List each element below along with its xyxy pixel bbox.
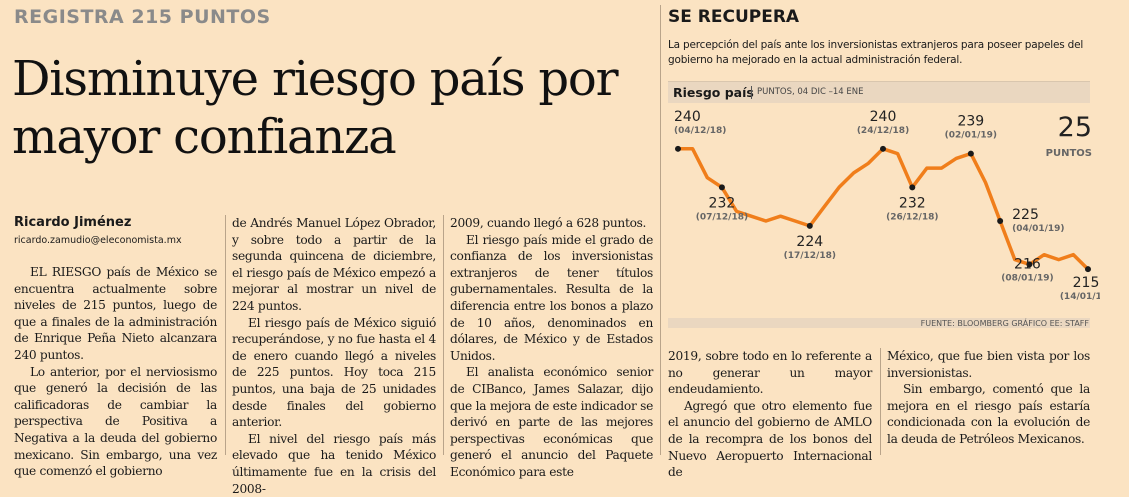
data-point-marker xyxy=(718,184,725,191)
graphic-units: PUNTOS, 04 DIC –14 ENE xyxy=(757,87,864,97)
paragraph: Sin embargo, comentó que la mejora en el… xyxy=(887,382,1090,446)
author-name: Ricardo Jiménez xyxy=(14,215,132,230)
data-label-value: 232 xyxy=(709,195,736,211)
data-point-marker xyxy=(880,145,886,152)
label-separator xyxy=(751,86,752,99)
data-label-date: (02/01/19) xyxy=(945,131,997,141)
data-label-date: (24/12/18) xyxy=(857,126,909,136)
paragraph: El riesgo país mide el grado de confianz… xyxy=(450,232,653,363)
headline: Disminuye riesgo país por mayor confianz… xyxy=(12,51,619,165)
source-bar xyxy=(668,318,1090,328)
data-point-marker xyxy=(997,218,1004,225)
paragraph: 2009, cuando llegó a 628 puntos. xyxy=(450,216,647,230)
data-label-date: (08/01/19) xyxy=(1001,273,1053,283)
data-label-date: (17/12/18) xyxy=(784,251,836,261)
data-point-marker xyxy=(806,222,813,229)
column-divider xyxy=(443,215,444,455)
data-label-value: 232 xyxy=(899,195,926,211)
data-label-value: 239 xyxy=(957,114,984,130)
column-divider xyxy=(660,5,661,455)
paragraph: México, que fue bien vista por los inver… xyxy=(887,349,1090,380)
graphic-subtitle: La percepción del país ante los inversio… xyxy=(668,39,1084,66)
data-point-marker xyxy=(1026,261,1033,268)
graphic-label: Riesgo país xyxy=(673,85,754,100)
graphic-label-bar: Riesgo país PUNTOS, 04 DIC –14 ENE xyxy=(668,81,1090,103)
author-email[interactable]: ricardo.zamudio@eleconomista.mx xyxy=(14,235,182,246)
article-column-5: México, que fue bien vista por los inver… xyxy=(887,348,1090,448)
data-label-value: 240 xyxy=(674,109,701,125)
graphic-source: FUENTE: BLOOMBERG GRÁFICO EE: STAFF xyxy=(920,319,1089,328)
article-column-2: de Andrés Manuel López Obrador, y sobre … xyxy=(232,215,436,497)
data-label-value: 216 xyxy=(1014,256,1041,272)
column-divider xyxy=(880,348,881,455)
data-label-value: 225 xyxy=(1012,207,1039,223)
paragraph: de Andrés Manuel López Obrador, y sobre … xyxy=(232,216,436,313)
article-column-3: 2009, cuando llegó a 628 puntos. El ries… xyxy=(450,215,653,481)
article-column-1: EL RIESGO país de México se encuentra ac… xyxy=(14,264,217,480)
data-point-marker xyxy=(967,150,974,157)
data-label-date: (26/12/18) xyxy=(886,212,938,222)
column-divider xyxy=(225,215,226,455)
paragraph: EL RIESGO país de México se encuentra ac… xyxy=(14,265,217,362)
change-unit: PUNTOS xyxy=(1045,148,1092,159)
data-label-date: (04/01/19) xyxy=(1012,224,1064,234)
paragraph: El riesgo país de México siguió recuperá… xyxy=(232,315,436,430)
paragraph: El nivel del riesgo país más elevado que… xyxy=(232,431,436,496)
data-label-date: (04/12/18) xyxy=(674,126,726,136)
data-label-date: (14/01/19) xyxy=(1060,292,1100,302)
data-point-marker xyxy=(909,184,916,191)
article-column-4: 2019, sobre todo en lo referente a no ge… xyxy=(668,348,872,481)
graphic-title: SE RECUPERA xyxy=(668,7,800,27)
paragraph: Lo anterior, por el nerviosismo que gene… xyxy=(14,364,217,479)
data-label-value: 215 xyxy=(1073,275,1100,291)
data-label-value: 240 xyxy=(870,109,897,125)
data-point-marker xyxy=(1085,266,1091,273)
data-point-marker xyxy=(675,145,681,152)
data-label-date: (07/12/18) xyxy=(696,212,748,222)
change-value: 25 xyxy=(1057,112,1092,143)
line-chart: 240(04/12/18)232(07/12/18)224(17/12/18)2… xyxy=(674,109,1100,302)
paragraph: 2019, sobre todo en lo referente a no ge… xyxy=(668,349,872,397)
data-label-value: 224 xyxy=(796,234,823,250)
paragraph: Agregó que otro elemento fue el anuncio … xyxy=(668,398,872,480)
kicker: REGISTRA 215 PUNTOS xyxy=(14,6,271,28)
paragraph: El analista económico senior de CIBanco,… xyxy=(450,365,653,479)
